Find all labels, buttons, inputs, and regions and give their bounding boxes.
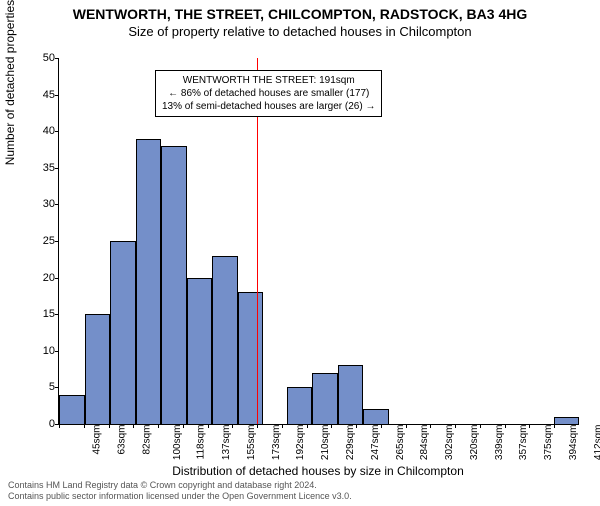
x-tick-label: 284sqm bbox=[419, 425, 430, 461]
x-tick-label: 210sqm bbox=[320, 425, 331, 461]
histogram-bar bbox=[363, 409, 389, 424]
x-tick-label: 412sqm bbox=[593, 425, 600, 461]
page-title: WENTWORTH, THE STREET, CHILCOMPTON, RADS… bbox=[0, 6, 600, 22]
x-tick-label: 155sqm bbox=[246, 425, 257, 461]
x-tick-label: 82sqm bbox=[141, 425, 152, 455]
histogram-bar bbox=[85, 314, 111, 424]
footer-line-1: Contains HM Land Registry data © Crown c… bbox=[8, 480, 352, 491]
y-tick-label: 25 bbox=[27, 235, 55, 247]
y-tick-label: 45 bbox=[27, 89, 55, 101]
y-tick-label: 30 bbox=[27, 198, 55, 210]
x-tick-label: 265sqm bbox=[395, 425, 406, 461]
y-tick-label: 50 bbox=[27, 52, 55, 64]
x-tick-label: 45sqm bbox=[92, 425, 103, 455]
y-tick-label: 0 bbox=[27, 418, 55, 430]
footer-attribution: Contains HM Land Registry data © Crown c… bbox=[8, 480, 352, 502]
histogram-bar bbox=[287, 387, 313, 424]
y-axis-label: Number of detached properties bbox=[3, 0, 17, 165]
histogram-bar bbox=[187, 278, 213, 424]
x-tick-label: 63sqm bbox=[117, 425, 128, 455]
histogram-bar bbox=[136, 139, 162, 424]
page-subtitle: Size of property relative to detached ho… bbox=[0, 24, 600, 39]
x-tick-label: 394sqm bbox=[568, 425, 579, 461]
histogram-bar bbox=[59, 395, 85, 424]
plot-area: WENTWORTH THE STREET: 191sqm ← 86% of de… bbox=[58, 58, 579, 425]
x-tick-label: 375sqm bbox=[543, 425, 554, 461]
histogram-bar bbox=[312, 373, 338, 424]
y-tick-label: 10 bbox=[27, 345, 55, 357]
x-tick-label: 339sqm bbox=[494, 425, 505, 461]
annotation-line-2: ← 86% of detached houses are smaller (17… bbox=[162, 87, 375, 100]
x-tick-label: 192sqm bbox=[296, 425, 307, 461]
y-tick-label: 20 bbox=[27, 272, 55, 284]
x-tick-label: 357sqm bbox=[518, 425, 529, 461]
histogram-chart: Number of detached properties WENTWORTH … bbox=[58, 58, 578, 424]
annotation-line-1: WENTWORTH THE STREET: 191sqm bbox=[162, 74, 375, 87]
histogram-bar bbox=[338, 365, 364, 424]
histogram-bar bbox=[554, 417, 580, 424]
annotation-line-3: 13% of semi-detached houses are larger (… bbox=[162, 100, 375, 113]
x-tick-label: 302sqm bbox=[444, 425, 455, 461]
x-tick-label: 173sqm bbox=[271, 425, 282, 461]
x-tick-label: 247sqm bbox=[370, 425, 381, 461]
y-tick-label: 40 bbox=[27, 125, 55, 137]
x-tick-label: 229sqm bbox=[345, 425, 356, 461]
x-tick-label: 118sqm bbox=[196, 425, 207, 460]
footer-line-2: Contains public sector information licen… bbox=[8, 491, 352, 502]
x-tick-label: 100sqm bbox=[172, 425, 183, 461]
y-tick-label: 35 bbox=[27, 162, 55, 174]
x-axis-label: Distribution of detached houses by size … bbox=[58, 464, 578, 478]
histogram-bar bbox=[238, 292, 264, 424]
y-tick-label: 5 bbox=[27, 381, 55, 393]
histogram-bar bbox=[161, 146, 187, 424]
histogram-bar bbox=[110, 241, 136, 424]
annotation-box: WENTWORTH THE STREET: 191sqm ← 86% of de… bbox=[155, 70, 382, 117]
y-tick-label: 15 bbox=[27, 308, 55, 320]
histogram-bar bbox=[212, 256, 238, 424]
x-tick-label: 320sqm bbox=[469, 425, 480, 461]
x-tick-label: 137sqm bbox=[221, 425, 232, 461]
